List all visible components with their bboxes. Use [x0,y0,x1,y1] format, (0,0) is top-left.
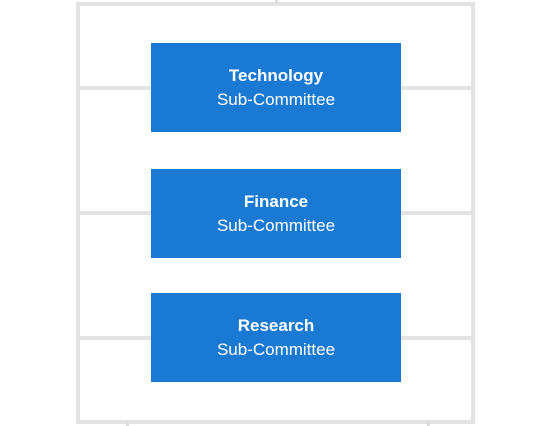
committee-name: Technology [228,65,324,85]
bottom-right-connector-stub [427,422,430,426]
committee-subtitle: Sub-Committee [216,339,336,359]
research-committee-box: Research Sub-Committee [151,293,401,382]
bottom-left-connector-stub [126,422,129,426]
technology-committee-box: Technology Sub-Committee [151,43,401,132]
committee-subtitle: Sub-Committee [216,215,336,235]
frame-bottom-line [76,420,475,424]
top-connector-stub [275,0,278,4]
committee-name: Finance [243,191,309,211]
committee-subtitle: Sub-Committee [216,89,336,109]
frame-top-line [76,2,475,6]
finance-committee-box: Finance Sub-Committee [151,169,401,258]
committee-name: Research [237,315,315,335]
